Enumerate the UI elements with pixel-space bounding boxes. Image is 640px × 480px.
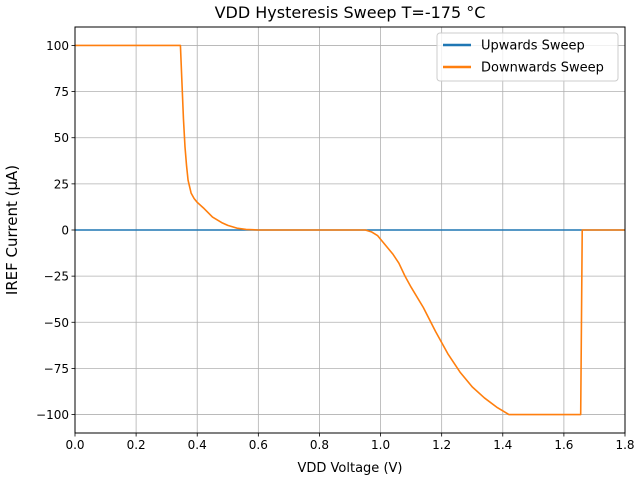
x-tick-label: 0.0 [65, 438, 84, 452]
y-tick-label: 0 [61, 224, 69, 238]
y-tick-label: −50 [44, 316, 69, 330]
y-tick-label: 25 [54, 177, 69, 191]
y-tick-label: 75 [54, 85, 69, 99]
x-tick-label: 0.6 [249, 438, 268, 452]
x-tick-label: 0.8 [310, 438, 329, 452]
y-tick-label: −100 [36, 408, 69, 422]
y-tick-label: −25 [44, 270, 69, 284]
legend: Upwards Sweep Downwards Sweep [436, 32, 619, 82]
x-axis-label: VDD Voltage (V) [298, 461, 403, 476]
series-line-downwards-sweep [75, 44, 625, 416]
x-tick-label: 1.0 [371, 438, 390, 452]
x-tick-label: 0.4 [188, 438, 207, 452]
legend-box [436, 32, 619, 82]
legend-label: Upwards Sweep [481, 39, 585, 54]
series-layer [75, 44, 625, 416]
x-tick-label: 1.6 [554, 438, 573, 452]
legend-label: Downwards Sweep [481, 61, 604, 76]
x-tick-label: 0.2 [127, 438, 146, 452]
chart-title: VDD Hysteresis Sweep T=-175 °C [215, 3, 486, 22]
x-tick-label: 1.2 [432, 438, 451, 452]
x-tick-label: 1.8 [615, 438, 634, 452]
ticks: 0.0 0.2 0.4 0.6 0.8 1.0 1.2 1.4 1.6 1.8 100 75 50 25 0… [36, 39, 635, 452]
y-tick-label: 50 [54, 131, 69, 145]
y-tick-label: 100 [46, 39, 69, 53]
x-tick-label: 1.4 [493, 438, 512, 452]
y-axis-label: IREF Current (µA) [3, 165, 21, 295]
y-tick-label: −75 [44, 362, 69, 376]
